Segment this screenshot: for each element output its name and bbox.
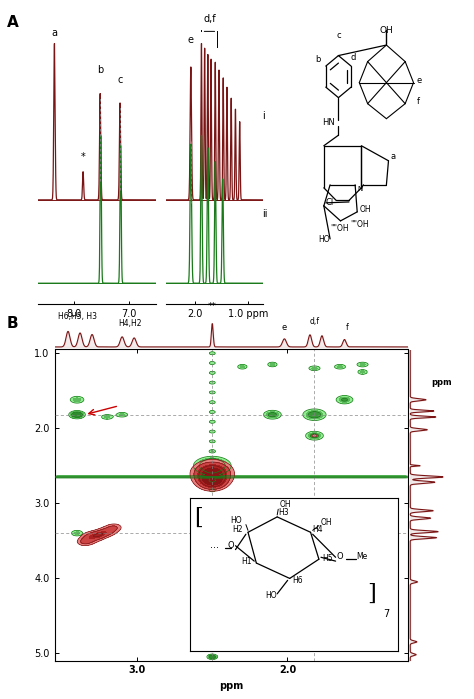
Text: e: e <box>282 323 287 332</box>
Text: ...: ... <box>210 540 219 549</box>
Text: a: a <box>391 152 396 161</box>
Text: HO: HO <box>230 516 242 525</box>
Text: c: c <box>118 75 123 85</box>
Text: ppm: ppm <box>431 378 452 387</box>
Text: d,f: d,f <box>204 15 216 24</box>
Text: b: b <box>315 55 321 64</box>
Text: N: N <box>358 187 363 192</box>
Text: Cl: Cl <box>326 198 334 207</box>
Text: HO: HO <box>319 235 330 244</box>
Text: c: c <box>336 31 341 40</box>
Text: ]: ] <box>367 583 375 605</box>
Text: OH: OH <box>279 500 291 510</box>
Text: f: f <box>417 96 419 106</box>
Text: d: d <box>351 53 356 62</box>
Text: ""OH: ""OH <box>350 220 368 229</box>
Text: HN: HN <box>323 117 335 127</box>
Text: a: a <box>52 29 57 38</box>
Text: O: O <box>337 552 343 561</box>
Text: f: f <box>346 324 349 333</box>
Text: H6: H6 <box>292 576 302 585</box>
Text: OH: OH <box>321 517 333 526</box>
Text: H4: H4 <box>313 525 323 534</box>
Text: HO: HO <box>265 591 277 600</box>
Text: d,f: d,f <box>310 317 319 326</box>
Text: 7: 7 <box>383 609 390 619</box>
Text: e: e <box>417 75 422 85</box>
Text: H6,H5, H3: H6,H5, H3 <box>57 312 97 322</box>
Text: H4,H2: H4,H2 <box>118 319 141 329</box>
Text: ii: ii <box>262 209 267 219</box>
Text: B: B <box>7 316 19 331</box>
Text: OH: OH <box>359 205 371 214</box>
Text: O: O <box>228 540 235 549</box>
Text: H5: H5 <box>322 554 333 563</box>
Text: e: e <box>188 35 194 45</box>
Text: H1: H1 <box>242 557 252 566</box>
Text: b: b <box>97 65 103 75</box>
Text: OH: OH <box>380 25 393 34</box>
Text: ""OH: ""OH <box>330 224 349 233</box>
Text: A: A <box>7 15 19 30</box>
Text: [: [ <box>194 507 202 529</box>
Text: Me: Me <box>356 552 368 561</box>
Text: *: * <box>81 152 85 161</box>
X-axis label: ppm: ppm <box>219 681 243 691</box>
Text: **: ** <box>208 302 217 311</box>
Text: H3: H3 <box>278 508 289 517</box>
Text: i: i <box>262 111 265 122</box>
Text: H2: H2 <box>232 525 243 534</box>
